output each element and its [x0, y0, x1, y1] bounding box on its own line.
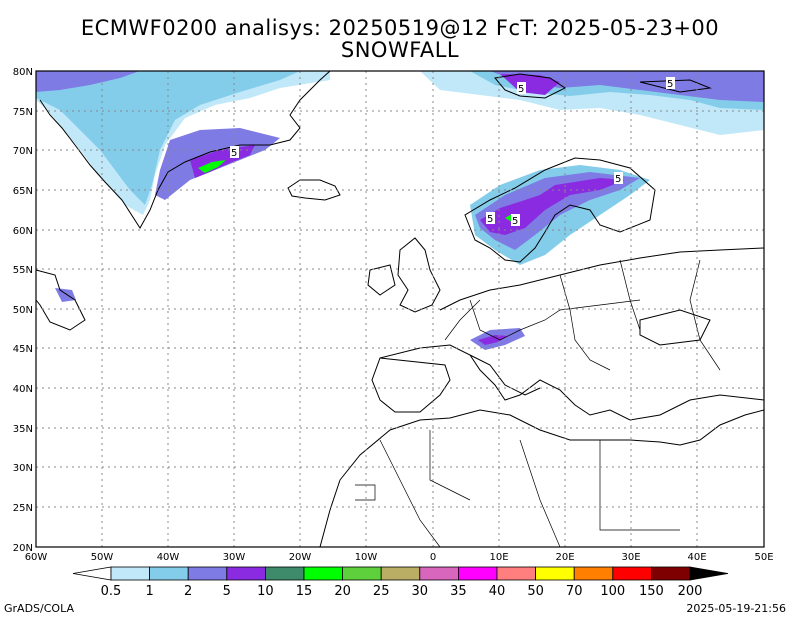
colorbar-swatch [187, 566, 228, 581]
colorbar-swatch [380, 566, 421, 581]
map-frame [35, 70, 765, 548]
coastlines [35, 70, 765, 548]
lon-labels: 60W 50W 40W 30W 20W 10W 0 10E 20E 30E 40… [25, 552, 774, 563]
lon-label: 10W [355, 552, 378, 563]
lat-label: 40N [13, 384, 33, 395]
colorbar-label: 5 [223, 584, 231, 599]
snowfall-shading [36, 71, 764, 350]
colorbar-swatch [226, 566, 266, 581]
colorbar-swatch [535, 566, 575, 581]
colorbar-label: 25 [373, 584, 390, 599]
snow-region-newfoundland [55, 288, 76, 302]
colorbar-label: 40 [489, 584, 506, 599]
contour-label: 5 [518, 84, 524, 95]
snow-region-greenland-peak [198, 160, 226, 173]
colorbar-swatch [419, 566, 459, 581]
lat-label: 75N [13, 107, 33, 118]
map-title: ECMWF0200 analisys: 20250519@12 FcT: 202… [80, 16, 720, 40]
lat-label: 70N [13, 146, 33, 157]
colorbar [72, 566, 729, 581]
lon-label: 20W [289, 552, 312, 563]
lon-label: 10E [489, 552, 508, 563]
colorbar-label: 150 [639, 584, 664, 599]
snow-region-arctic-top [36, 71, 140, 92]
snow-region-svalbard [500, 74, 560, 95]
lat-label: 50N [13, 305, 33, 316]
contour-labels: 5 5 5 5 5 5 [230, 77, 675, 227]
colorbar-label: 15 [296, 584, 313, 599]
colorbar-swatch [110, 566, 150, 581]
footer-credit: GrADS/COLA [4, 602, 74, 615]
contour-label: 5 [667, 79, 673, 90]
lat-label: 80N [13, 67, 33, 78]
lat-label: 55N [13, 265, 33, 276]
colorbar-label: 30 [412, 584, 429, 599]
colorbar-swatch [612, 566, 652, 581]
colorbar-arrow-high [689, 566, 729, 581]
lon-label: 30E [621, 552, 640, 563]
colorbar-label: 100 [600, 584, 625, 599]
lat-label: 45N [13, 344, 33, 355]
lon-label: 40E [687, 552, 706, 563]
colorbar-swatch [457, 566, 498, 581]
contour-label: 5 [231, 148, 237, 159]
colorbar-arrow-low [72, 566, 112, 581]
lat-label: 30N [13, 463, 33, 474]
colorbar-label: 10 [257, 584, 274, 599]
colorbar-label: 1 [145, 584, 153, 599]
colorbar-labels: 0.5 1 2 5 10 15 20 25 30 35 40 50 70 100 150 200 [101, 584, 703, 599]
lon-label: 20E [555, 552, 574, 563]
lon-label: 60W [25, 552, 48, 563]
snow-region-greenland-mid [36, 71, 300, 205]
lon-label: 50E [754, 552, 773, 563]
lon-label: 30W [223, 552, 246, 563]
colorbar-label: 2 [184, 584, 192, 599]
colorbar-swatch [342, 566, 382, 581]
grid-lines [36, 71, 764, 547]
lat-label: 65N [13, 186, 33, 197]
contour-label: 5 [615, 174, 621, 185]
lat-label: 20N [13, 543, 33, 554]
map-subtitle: SNOWFALL [340, 38, 460, 62]
colorbar-label: 70 [566, 584, 583, 599]
lat-label: 25N [13, 503, 33, 514]
colorbar-label: 20 [334, 584, 351, 599]
colorbar-swatch [264, 566, 305, 581]
lat-label: 60N [13, 226, 33, 237]
country-borders [355, 259, 721, 548]
colorbar-swatch [651, 566, 691, 581]
colorbar-label: 35 [450, 584, 467, 599]
snow-region-alps-core [478, 335, 508, 345]
contour-label: 5 [512, 216, 518, 227]
lat-label: 35N [13, 424, 33, 435]
colorbar-swatch [149, 566, 189, 581]
colorbar-label: 50 [527, 584, 544, 599]
contour-label: 5 [487, 214, 493, 225]
footer-timestamp: 2025-05-19-21:56 [686, 602, 786, 615]
colorbar-label: 0.5 [101, 584, 122, 599]
lat-labels: 80N 75N 70N 65N 60N 55N 50N 45N 40N 35N … [13, 67, 33, 554]
lon-label: 40W [157, 552, 180, 563]
lon-label: 50W [91, 552, 114, 563]
snow-region-arctic-east-heavy [490, 71, 764, 102]
colorbar-swatch [496, 566, 536, 581]
colorbar-label: 200 [678, 584, 703, 599]
colorbar-swatch [303, 566, 343, 581]
lon-label: 0 [430, 552, 436, 563]
colorbar-swatch [573, 566, 614, 581]
